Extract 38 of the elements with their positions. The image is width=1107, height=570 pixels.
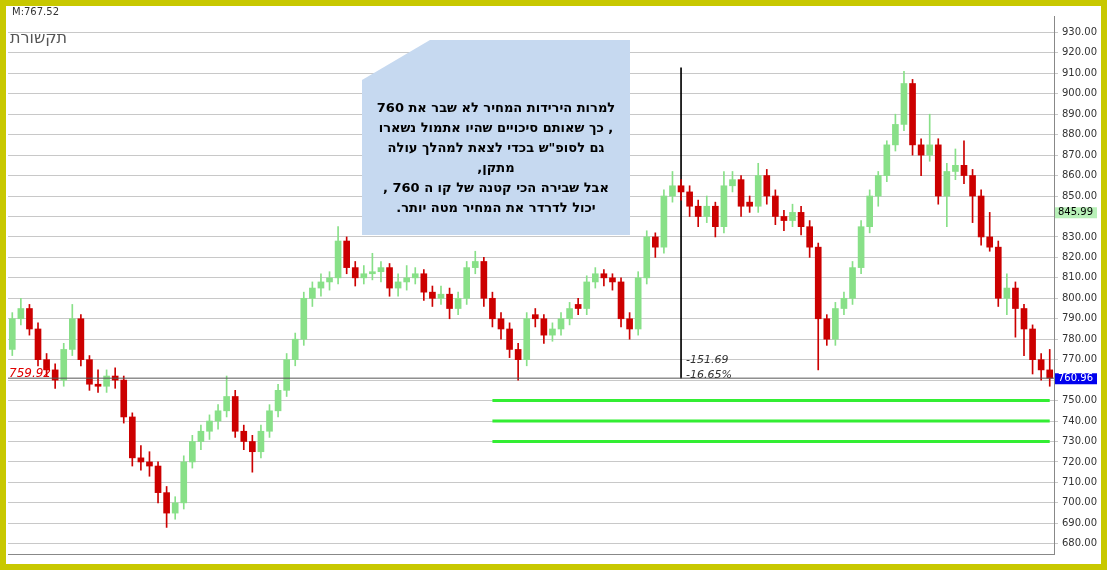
y-tick-label: 890.00 — [1062, 107, 1098, 119]
y-tick-label: 820.00 — [1062, 250, 1098, 262]
candlestick — [986, 212, 994, 252]
y-tick-label: 710.00 — [1062, 476, 1098, 487]
note-card: למרות הירידות המחיר לא שבר את 760 , כך שאותם סיכויים שהיו אתמול נשארו גם לסופ"ש בכדי לצאת למהלך עולה מתקן, אבל שבירה הכי קטנה של קו ה 760 , יכול לדרדר את המחיר מטה יותר. — [362, 40, 630, 235]
y-tick-label: 680.00 — [1062, 537, 1098, 549]
text: 845.99 — [1058, 206, 1094, 218]
y-tick-label: 920.00 — [1062, 46, 1098, 58]
candlestick — [926, 113, 934, 162]
annotation: 759.92 — [9, 366, 51, 381]
annotation: -151.69 -16.65% — [686, 353, 732, 382]
y-tick-label: 830.00 — [1062, 230, 1098, 242]
y-tick-label: 790.00 — [1062, 312, 1098, 324]
y-tick-label: 750.00 — [1062, 394, 1098, 406]
candlestick — [94, 369, 102, 393]
y-tick-label: 870.00 — [1062, 148, 1098, 160]
y-tick-label: 930.00 — [1062, 25, 1098, 37]
y-tick-label: 700.00 — [1062, 496, 1098, 508]
candlestick — [1003, 273, 1011, 315]
y-tick-label: 850.00 — [1062, 189, 1098, 201]
candlestick — [780, 210, 788, 232]
y-tick-label: 860.00 — [1062, 169, 1098, 181]
y-tick-label: 800.00 — [1062, 291, 1098, 303]
y-tick-label: 810.00 — [1062, 271, 1098, 283]
y-tick-label: 690.00 — [1062, 516, 1098, 528]
y-tick-label: 910.00 — [1062, 66, 1098, 78]
y-tick-label: 720.00 — [1062, 455, 1098, 467]
y-tick-label: 880.00 — [1062, 128, 1098, 140]
candlestick — [960, 140, 968, 185]
y-tick-label: 900.00 — [1062, 87, 1098, 99]
text: תקשורת — [10, 28, 68, 47]
text: 760.96 — [1058, 372, 1094, 384]
y-tick-label: 780.00 — [1062, 332, 1098, 344]
y-tick-label: 740.00 — [1062, 414, 1098, 426]
candlestick — [377, 261, 385, 283]
annotation: M:767.52 — [12, 5, 59, 17]
y-tick-label: 770.00 — [1062, 353, 1098, 365]
y-tick-label: 730.00 — [1062, 435, 1098, 447]
